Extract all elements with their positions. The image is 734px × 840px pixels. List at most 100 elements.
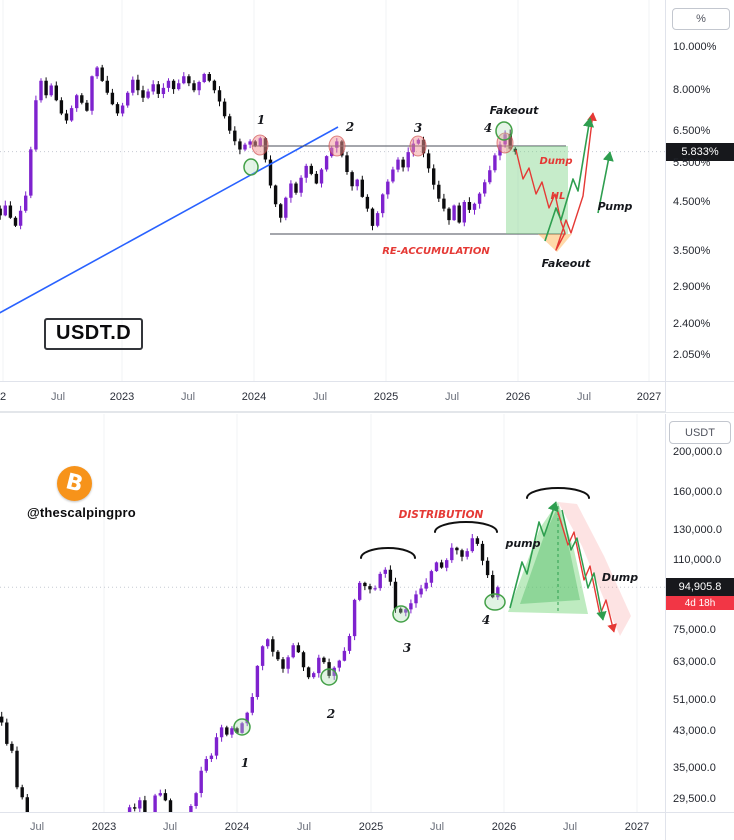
time-tick-label: 2024 <box>224 821 250 833</box>
point-label-2[interactable]: 2 <box>326 707 335 721</box>
price-tick-label: 35,000.0 <box>673 762 716 775</box>
time-tick-label: Jul <box>296 821 312 833</box>
entry-circle-4[interactable] <box>495 121 513 141</box>
point-label-1[interactable]: 1 <box>257 113 265 127</box>
price-tick-label: 5.500% <box>673 157 711 170</box>
gridlines <box>103 414 638 812</box>
current-price-tag-usdtd: 5.833% <box>666 142 734 161</box>
time-tick-label: 2027 <box>624 821 650 833</box>
point-label-2[interactable]: 2 <box>345 120 354 134</box>
price-tick-label: 110,000.0 <box>673 554 722 567</box>
touch-circle-1[interactable] <box>251 134 269 156</box>
price-tick-label: 10.000% <box>673 41 717 53</box>
unit-button-percent[interactable]: % <box>672 8 730 30</box>
watermark-handle: @thescalpingpro <box>27 505 136 520</box>
up-wicks <box>129 534 499 812</box>
point-label-3[interactable]: 3 <box>403 641 411 655</box>
pane-divider[interactable] <box>0 411 734 413</box>
distribution-arc-1[interactable] <box>360 547 416 559</box>
time-tick-label: 2023 <box>109 390 135 403</box>
label-pump[interactable]: pump <box>504 537 540 550</box>
time-tick-label: 2026 <box>505 390 531 403</box>
bottom-time-axis[interactable]: Jul 2023 Jul 2024 Jul 2025 Jul 2026 Jul 2027 <box>0 812 665 840</box>
time-tick-label: Jul <box>162 821 178 833</box>
time-tick-label: 2025 <box>373 390 399 403</box>
point-label-3[interactable]: 3 <box>414 121 422 135</box>
label-reaccumulation[interactable]: RE-ACCUMULATION <box>382 246 490 257</box>
price-tick-label: 63,000.0 <box>673 655 716 668</box>
bottom-price-scale[interactable]: USDT 94,905.8 4d 18h 200,000.0 160,000.0 1… <box>665 414 734 812</box>
bitcoin-logo: B <box>57 466 92 501</box>
price-tick-label: 200,000.0 <box>673 446 722 458</box>
price-tick-label: 8.000% <box>673 84 711 97</box>
price-tick-label: 2.050% <box>673 348 711 361</box>
price-tick-label: 4.500% <box>673 196 711 208</box>
label-fakeout-bottom[interactable]: Fakeout <box>542 257 591 270</box>
distribution-arc-2[interactable] <box>434 521 498 533</box>
entry-circle-1[interactable] <box>243 158 259 176</box>
price-tick-label: 75,000.0 <box>673 623 716 636</box>
pump-projection-zone[interactable] <box>508 502 588 614</box>
pump-projection-inner[interactable] <box>520 506 580 604</box>
price-tick-label: 6.500% <box>673 124 711 137</box>
bar-countdown-tag: 4d 18h <box>666 596 734 611</box>
point-label-4[interactable]: 4 <box>482 613 490 627</box>
top-price-scale[interactable]: % 5.833% 10.000% 8.000% 6.500% 5.500% 4.500%… <box>665 0 734 381</box>
dump-path[interactable] <box>515 149 566 234</box>
unit-button-usdt[interactable]: USDT <box>669 421 731 444</box>
pump-path-green[interactable] <box>544 117 595 242</box>
time-tick-label: Jul <box>562 821 578 833</box>
symbol-watermark-usdtd[interactable]: USDT.D <box>44 318 144 350</box>
time-tick-label: 2024 <box>241 390 267 403</box>
point-label-4[interactable]: 4 <box>484 121 492 135</box>
top-axis-corner <box>665 381 734 412</box>
btc-usdt-chart-canvas[interactable]: DISTRIBUTION pump Dump 1 2 3 4 <box>0 414 665 812</box>
time-tick-label: 2027 <box>636 390 662 403</box>
bottom-axis-corner <box>665 812 734 840</box>
label-fakeout-top[interactable]: Fakeout <box>490 104 539 117</box>
entry-circle-3[interactable] <box>392 605 410 623</box>
time-tick-label: Jul <box>50 390 66 403</box>
distribution-arc-3[interactable] <box>526 487 590 499</box>
down-candles <box>0 538 495 812</box>
dump-projection-zone[interactable] <box>558 502 631 636</box>
touch-circle-3[interactable] <box>409 135 427 157</box>
fakeout-pump-path[interactable] <box>555 112 597 251</box>
projection-range-zone[interactable] <box>506 146 568 234</box>
time-tick-label: Jul <box>29 821 45 833</box>
label-pump[interactable]: Pump <box>598 200 633 213</box>
time-tick-label: Jul <box>180 390 196 403</box>
entry-circle-4[interactable] <box>484 593 506 611</box>
time-tick-label: 2026 <box>491 821 517 833</box>
touch-circle-2[interactable] <box>328 135 346 157</box>
time-tick-label: 2 <box>0 390 7 403</box>
pump-arrow-right[interactable] <box>597 151 614 214</box>
price-tick-label: 2.900% <box>673 281 711 294</box>
trendline[interactable] <box>0 126 339 316</box>
label-dump[interactable]: Dump <box>540 156 573 167</box>
time-tick-label: Jul <box>429 821 445 833</box>
gridlines <box>2 0 650 381</box>
entry-circle-2[interactable] <box>320 668 338 686</box>
top-time-axis[interactable]: 2 Jul 2023 Jul 2024 Jul 2025 Jul 2026 Jul 2027 <box>0 381 665 411</box>
pump-path-green[interactable] <box>509 501 559 609</box>
time-tick-label: Jul <box>312 390 328 403</box>
dump-path-green[interactable] <box>561 509 607 621</box>
entry-circle-1[interactable] <box>233 718 251 736</box>
price-tick-label: 130,000.0 <box>673 524 722 537</box>
label-dump[interactable]: Dump <box>602 571 638 584</box>
up-candles <box>127 538 500 812</box>
current-price-tag-btc: 94,905.8 <box>666 578 734 597</box>
time-tick-label: Jul <box>444 390 460 403</box>
down-wicks <box>1 536 494 812</box>
bitcoin-b-glyph: B <box>63 469 86 498</box>
usdt-dominance-chart-canvas[interactable]: 1 2 3 4 Fakeout Dump HL Fakeout Pump RE-ACCUMULAT… <box>0 0 665 381</box>
price-tick-label: 160,000.0 <box>673 486 722 499</box>
label-hl[interactable]: HL <box>551 191 566 202</box>
time-tick-label: 2023 <box>91 821 117 833</box>
label-distribution[interactable]: DISTRIBUTION <box>399 509 484 521</box>
price-tick-label: 29,500.0 <box>673 793 716 806</box>
fakeout-dip-zone[interactable] <box>538 234 572 252</box>
point-label-1[interactable]: 1 <box>241 756 249 770</box>
